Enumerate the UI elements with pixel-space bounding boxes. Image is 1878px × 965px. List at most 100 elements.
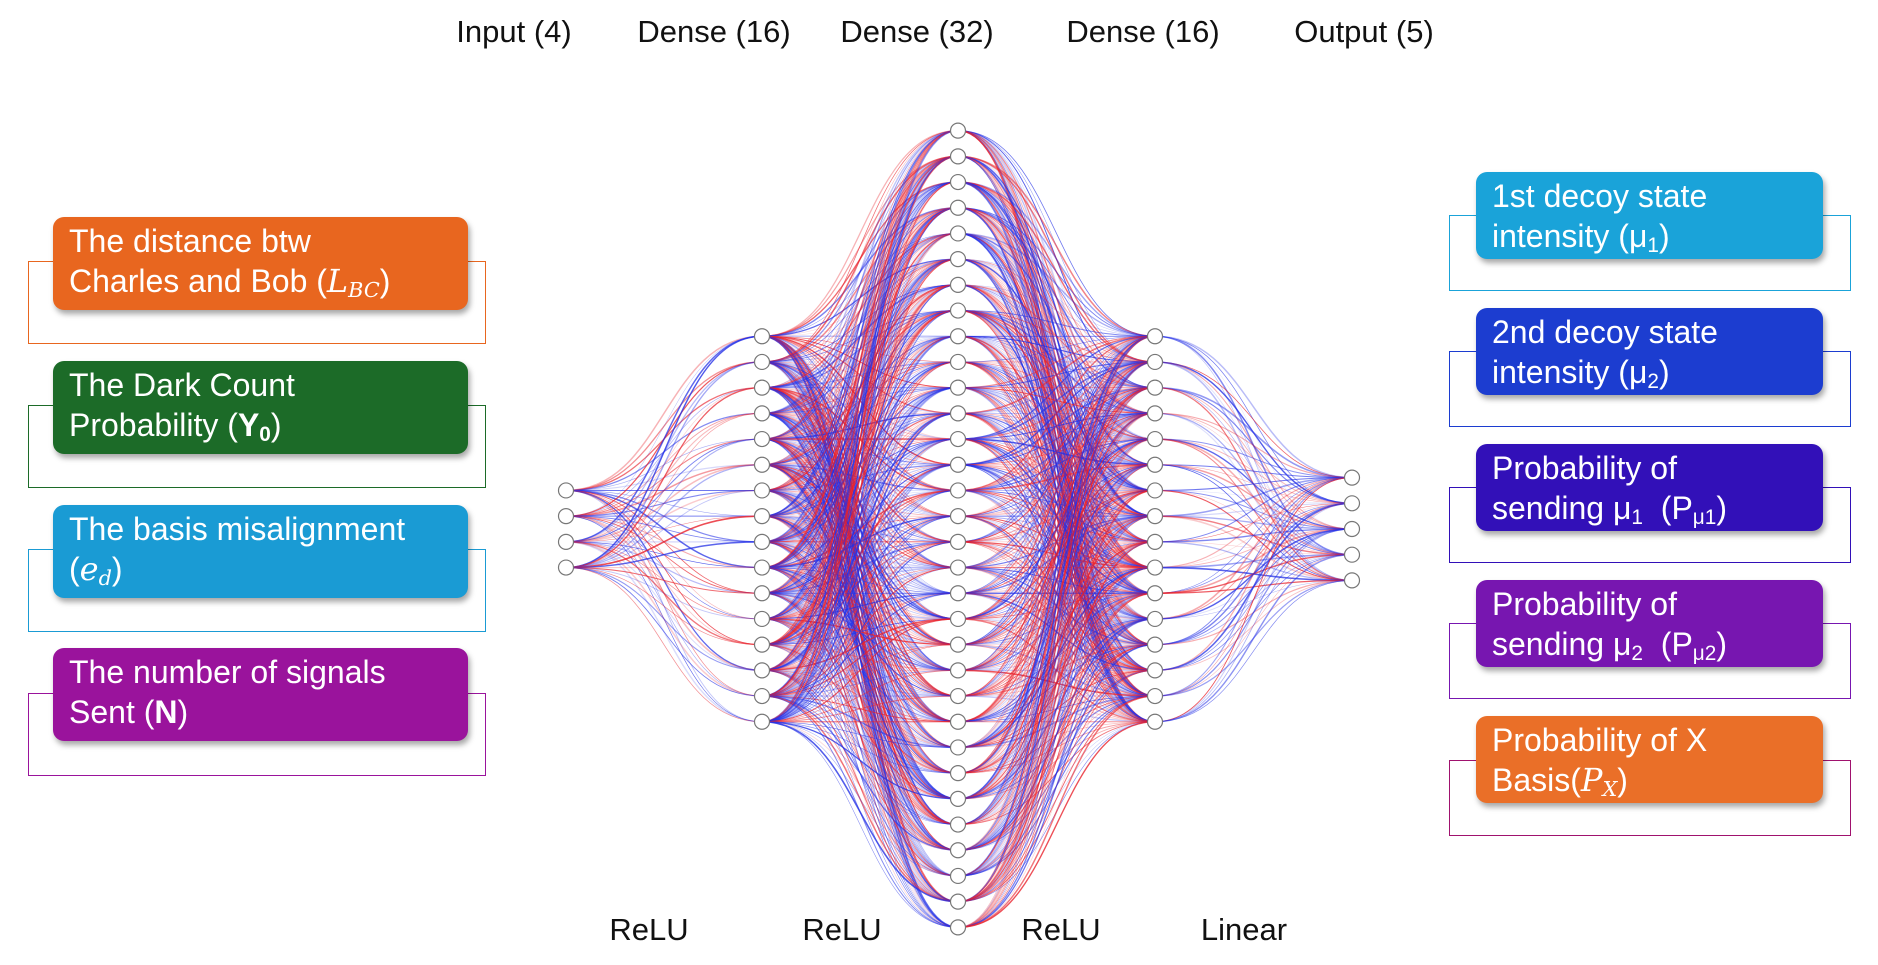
neuron-layer2-9 xyxy=(949,353,967,371)
connection-l0-0-1 xyxy=(565,361,763,492)
connection-l1-1-1 xyxy=(761,155,959,363)
connection-l1-9-1 xyxy=(761,155,959,569)
connection-l2-26-8 xyxy=(957,541,1156,800)
neuron-layer3-15 xyxy=(1146,713,1164,730)
connection-l0-3-2 xyxy=(565,387,763,569)
neuron-layer3-13 xyxy=(1146,662,1164,679)
layer-title-dense-2: Dense (32) xyxy=(840,14,994,49)
output-box-p-mu1: Probability of sending μ1 (Pμ1) xyxy=(1476,444,1823,531)
neuron-layer2-11 xyxy=(949,405,967,422)
connection-l1-14-1 xyxy=(761,155,959,697)
connection-l3-14-0 xyxy=(1154,477,1353,697)
connection-l2-31-0 xyxy=(957,336,1156,928)
connection-l0-3-7 xyxy=(565,515,763,569)
neuron-layer1-10 xyxy=(753,585,771,602)
output-box-p-mu2: Probability of sending μ2 (Pμ2) xyxy=(1476,580,1823,667)
connection-l2-31-5 xyxy=(957,464,1156,928)
connection-l2-22-1 xyxy=(957,361,1156,697)
output-box-p-x: Probability of X Basis(PX) xyxy=(1476,716,1823,803)
connection-l1-14-19 xyxy=(761,618,959,697)
connection-l1-10-0 xyxy=(761,129,959,594)
connection-l2-30-1 xyxy=(957,361,1156,903)
connection-l2-29-5 xyxy=(957,464,1156,877)
connection-l1-14-5 xyxy=(761,258,959,697)
neuron-layer3-11 xyxy=(1146,610,1164,628)
connection-l1-15-4 xyxy=(761,232,959,723)
neuron-layer2-14 xyxy=(949,482,967,499)
connection-l1-15-30 xyxy=(761,720,959,903)
connection-l2-17-0 xyxy=(957,336,1156,568)
connection-l1-1-2 xyxy=(761,181,959,363)
connection-l1-15-14 xyxy=(761,489,959,723)
neuron-layer3-1 xyxy=(1146,353,1164,371)
connection-l3-1-1 xyxy=(1154,361,1353,504)
connection-l3-13-0 xyxy=(1154,476,1353,671)
connection-l2-30-10 xyxy=(957,592,1156,903)
connection-l2-15-0 xyxy=(957,335,1156,517)
connection-l2-3-0 xyxy=(957,207,1156,337)
connection-l3-14-2 xyxy=(1154,528,1353,697)
output-p-mu1-line2: sending μ1 (Pμ1) xyxy=(1492,490,1727,530)
connection-l0-1-6 xyxy=(565,489,763,517)
input-distance-line2: Charles and Bob (LBC) xyxy=(69,262,391,303)
connection-l1-15-9 xyxy=(761,361,959,723)
connection-l2-27-1 xyxy=(957,361,1156,825)
connection-l1-15-3 xyxy=(761,207,959,723)
connection-l2-14-2 xyxy=(957,387,1156,491)
connection-l2-31-14 xyxy=(957,695,1156,929)
connection-l0-2-0 xyxy=(565,335,763,543)
connection-l1-15-31 xyxy=(761,721,959,928)
connection-l2-23-0 xyxy=(957,335,1156,723)
connection-l2-30-3 xyxy=(957,413,1156,902)
connection-l1-14-11 xyxy=(761,412,959,697)
layer-title-dense-3: Dense (16) xyxy=(1066,14,1220,49)
neuron-layer1-7 xyxy=(753,508,771,525)
connection-l2-19-0 xyxy=(957,336,1156,620)
neuron-layer2-4 xyxy=(949,225,967,242)
neuron-layer2-22 xyxy=(949,687,967,705)
neuron-layer2-24 xyxy=(949,739,967,756)
neuron-layer3-7 xyxy=(1146,508,1164,525)
connection-l0-2-2 xyxy=(565,387,763,543)
connection-l1-15-10 xyxy=(761,387,959,723)
connection-l1-3-1 xyxy=(761,155,959,414)
connection-l1-5-0 xyxy=(761,130,959,466)
input-signals-line2: Sent (N) xyxy=(69,694,189,730)
neuron-layer0-0 xyxy=(557,482,575,499)
output-box-mu2: 2nd decoy state intensity (μ2) xyxy=(1476,308,1823,395)
connection-l2-27-0 xyxy=(957,335,1156,825)
connection-l3-2-0 xyxy=(1154,386,1353,479)
neuron-layer2-15 xyxy=(949,508,967,525)
neuron-layer1-2 xyxy=(753,379,771,396)
connection-l2-9-0 xyxy=(957,335,1156,363)
layer-title-dense-1: Dense (16) xyxy=(637,14,791,49)
connection-l0-2-12 xyxy=(565,541,763,646)
connection-l2-31-8 xyxy=(957,541,1156,928)
neuron-layer2-0 xyxy=(949,122,967,139)
connection-l2-30-14 xyxy=(957,695,1156,903)
connection-l1-13-11 xyxy=(761,412,959,672)
connection-l1-15-17 xyxy=(761,567,959,722)
connection-l3-6-1 xyxy=(1154,490,1353,504)
layer-title-input: Input (4) xyxy=(456,14,572,49)
connection-l1-14-3 xyxy=(761,207,959,697)
input-signals-line1: The number of signals xyxy=(69,654,386,690)
neuron-layer2-20 xyxy=(949,636,967,653)
connection-l2-5-0 xyxy=(957,258,1156,337)
neuron-layer1-0 xyxy=(753,328,771,345)
connection-l2-2-0 xyxy=(957,181,1156,337)
connection-l0-3-6 xyxy=(565,489,763,569)
neuron-layer1-3 xyxy=(753,405,771,422)
connection-l3-7-0 xyxy=(1154,476,1353,517)
neuron-layer3-8 xyxy=(1146,533,1164,550)
connection-l1-15-18 xyxy=(761,592,959,723)
neuron-layer3-12 xyxy=(1146,636,1164,653)
neuron-layer1-4 xyxy=(753,430,771,448)
neuron-layer1-12 xyxy=(753,636,771,653)
connection-l1-12-0 xyxy=(761,130,959,646)
connection-l2-29-0 xyxy=(957,335,1156,877)
activation-label-4: Linear xyxy=(1200,912,1288,947)
connection-l1-11-0 xyxy=(761,130,959,620)
output-p-x-line1: Probability of X xyxy=(1492,722,1708,758)
